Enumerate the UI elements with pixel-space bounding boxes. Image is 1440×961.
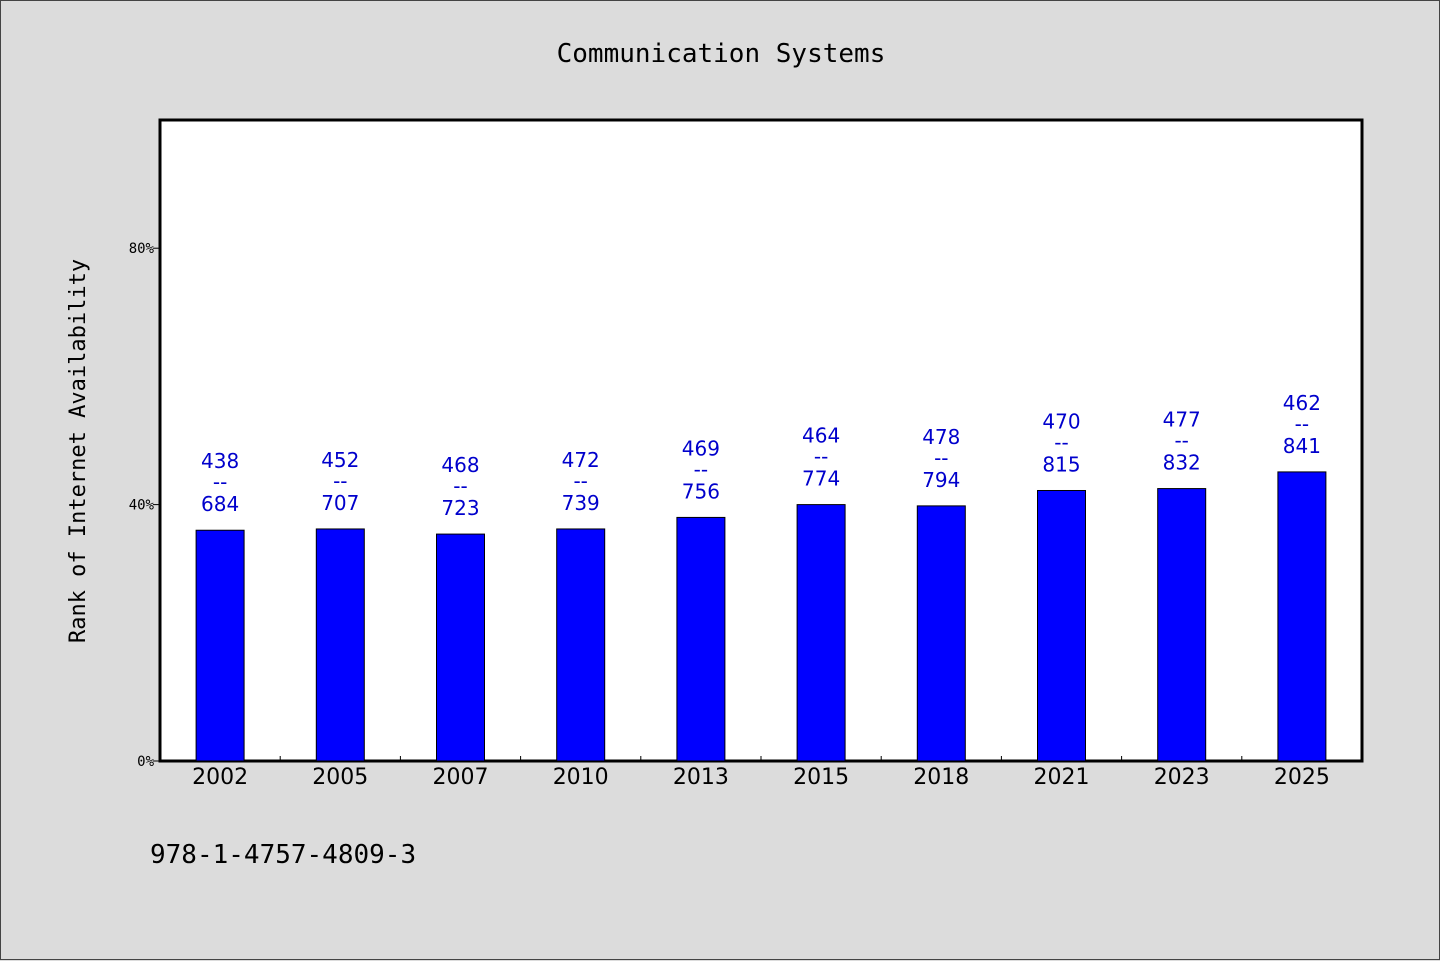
data-label-bottom: 723	[441, 496, 479, 520]
bar	[1157, 488, 1207, 762]
x-tick-label: 2010	[553, 765, 609, 790]
bar	[436, 533, 485, 762]
x-tick-label: 2023	[1154, 765, 1210, 790]
data-label-separator: --	[453, 474, 467, 498]
bar	[315, 528, 365, 762]
data-label-separator: --	[1174, 429, 1188, 453]
data-label-separator: --	[1295, 412, 1309, 436]
data-label-separator: --	[213, 470, 227, 494]
x-tick-label: 2015	[793, 765, 849, 790]
bar	[1037, 489, 1086, 762]
bar	[916, 505, 966, 762]
data-label-separator: --	[694, 457, 708, 481]
bar	[1277, 471, 1327, 762]
bar	[556, 528, 606, 762]
data-label-bottom: 841	[1283, 434, 1321, 458]
data-label-bottom: 832	[1163, 451, 1201, 475]
data-label-separator: --	[573, 469, 587, 493]
data-label-top: 462	[1283, 391, 1321, 415]
data-label-top: 477	[1163, 408, 1201, 432]
data-label-separator: --	[333, 469, 347, 493]
data-label-bottom: 815	[1042, 452, 1080, 476]
bar	[796, 504, 846, 762]
x-tick-label: 2013	[673, 765, 729, 790]
data-label-top: 472	[562, 448, 600, 472]
y-tick-label: 40%	[129, 498, 155, 514]
data-label-separator: --	[814, 445, 828, 469]
x-tick-label: 2005	[312, 765, 368, 790]
data-label-top: 478	[922, 425, 960, 449]
isbn-text: 978-1-4757-4809-3	[150, 840, 416, 870]
y-tick-label: 0%	[137, 754, 154, 770]
data-label-bottom: 707	[321, 491, 359, 515]
data-label-top: 468	[441, 453, 479, 477]
data-label-separator: --	[1054, 430, 1068, 454]
bar	[676, 516, 726, 762]
data-label-bottom: 794	[922, 468, 960, 492]
x-tick-label: 2002	[192, 765, 248, 790]
x-tick-label: 2007	[433, 765, 489, 790]
bar	[195, 529, 245, 762]
data-label-top: 452	[321, 448, 359, 472]
x-tick-label: 2021	[1034, 765, 1090, 790]
data-label-top: 464	[802, 424, 840, 448]
data-label-bottom: 739	[562, 491, 600, 515]
x-tick-label: 2018	[913, 765, 969, 790]
y-axis-label: Rank of Internet Availability	[66, 259, 91, 643]
data-label-top: 470	[1042, 409, 1080, 433]
data-label-bottom: 756	[682, 479, 720, 503]
data-label-bottom: 684	[201, 492, 239, 516]
data-label-separator: --	[934, 446, 948, 470]
chart-marks: 0%40%80%2002438--6842005452--7072007468-…	[129, 241, 1330, 790]
y-tick-label: 80%	[129, 241, 155, 257]
x-tick-label: 2025	[1274, 765, 1330, 790]
data-label-top: 438	[201, 449, 239, 473]
data-label-bottom: 774	[802, 467, 840, 491]
data-label-top: 469	[682, 436, 720, 460]
chart-title: Communication Systems	[557, 39, 886, 69]
